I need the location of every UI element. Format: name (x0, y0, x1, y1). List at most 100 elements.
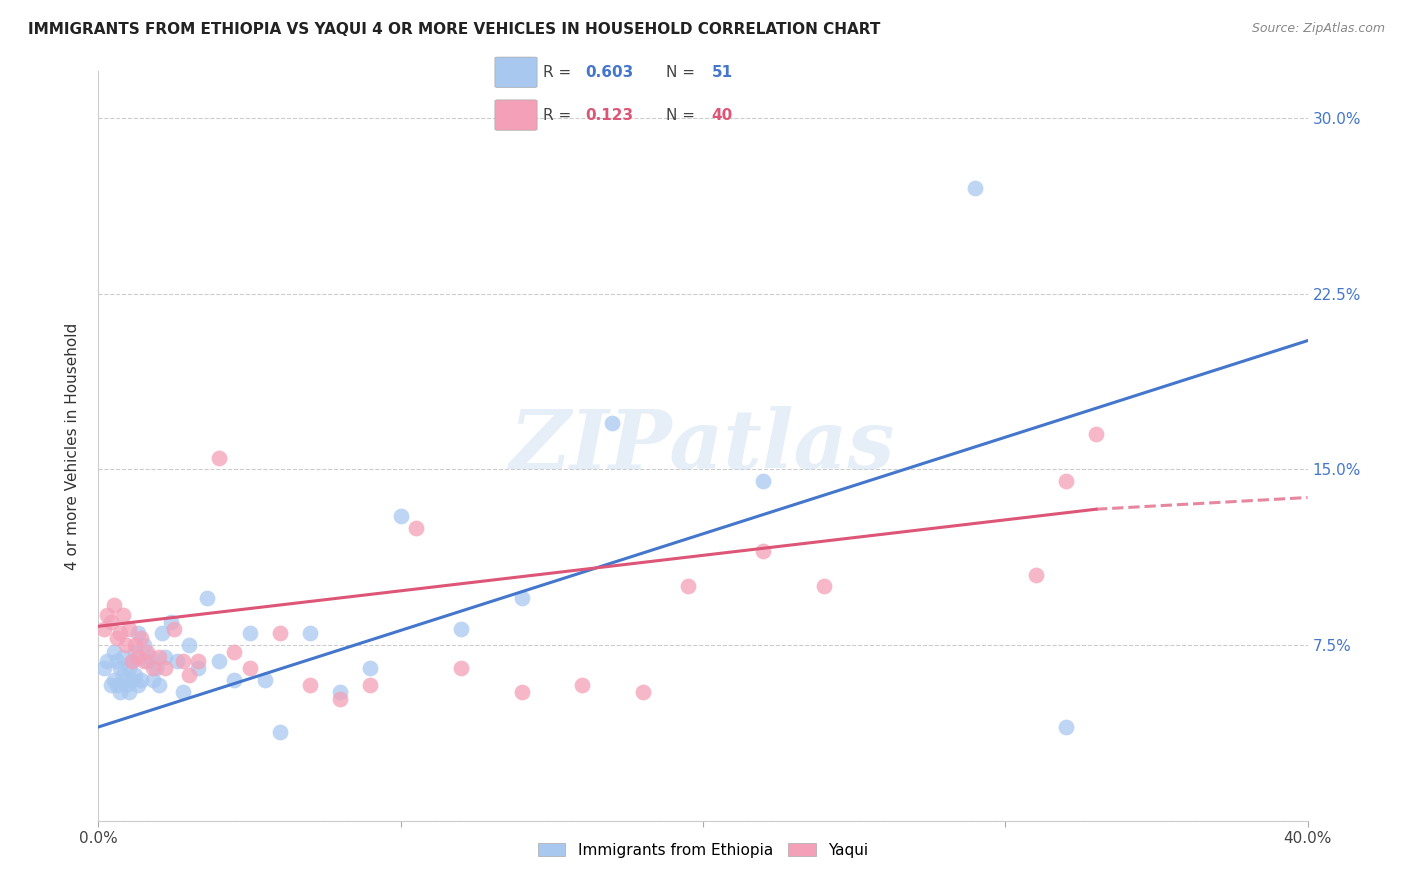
Point (121, 655, 143, 669)
Point (132, 638, 155, 652)
Point (179, 638, 201, 652)
Point (253, 673, 276, 688)
Point (108, 661, 131, 675)
Point (145, 661, 167, 675)
Point (676, 580, 699, 594)
Point (1054, 474, 1077, 488)
Point (1085, 427, 1108, 442)
Point (1054, 720, 1077, 734)
Point (602, 416, 624, 430)
Y-axis label: 4 or more Vehicles in Household: 4 or more Vehicles in Household (65, 322, 80, 570)
Point (103, 645, 125, 659)
Point (269, 724, 291, 739)
Point (127, 649, 149, 664)
Point (1024, 567, 1046, 582)
Point (111, 607, 134, 622)
Point (224, 645, 246, 659)
Point (631, 685, 654, 699)
Point (299, 626, 322, 640)
Point (111, 668, 134, 682)
Text: 40: 40 (711, 108, 733, 122)
Text: N =: N = (666, 65, 700, 79)
Point (105, 631, 128, 645)
Point (329, 692, 352, 706)
Point (510, 591, 533, 606)
Point (179, 668, 201, 682)
Point (124, 638, 146, 652)
Point (172, 655, 194, 669)
Point (571, 678, 593, 692)
Point (329, 685, 352, 699)
Point (142, 673, 165, 688)
Text: ZIPatlas: ZIPatlas (510, 406, 896, 486)
Text: 0.603: 0.603 (585, 65, 633, 79)
Point (160, 615, 183, 629)
Point (360, 661, 382, 675)
Point (96, 607, 118, 622)
Point (103, 673, 125, 688)
Text: IMMIGRANTS FROM ETHIOPIA VS YAQUI 4 OR MORE VEHICLES IN HOUSEHOLD CORRELATION CH: IMMIGRANTS FROM ETHIOPIA VS YAQUI 4 OR M… (28, 22, 880, 37)
Text: N =: N = (666, 108, 700, 122)
Point (166, 655, 188, 669)
Point (405, 521, 427, 535)
Text: 51: 51 (711, 65, 733, 79)
Point (127, 678, 149, 692)
Point (118, 685, 141, 699)
Point (172, 685, 194, 699)
Point (752, 474, 775, 488)
Point (108, 626, 131, 640)
Point (450, 622, 472, 636)
Point (148, 649, 170, 664)
Point (121, 655, 143, 669)
Point (153, 661, 176, 675)
Point (150, 626, 173, 640)
Point (100, 678, 122, 692)
Point (153, 649, 176, 664)
Point (124, 668, 146, 682)
Point (208, 450, 231, 465)
Point (299, 678, 322, 692)
Point (163, 622, 186, 636)
Legend: Immigrants from Ethiopia, Yaqui: Immigrants from Ethiopia, Yaqui (530, 835, 876, 865)
Point (224, 673, 246, 688)
Text: R =: R = (543, 108, 576, 122)
Point (121, 673, 143, 688)
Text: 0.123: 0.123 (585, 108, 633, 122)
Point (135, 645, 157, 659)
Point (129, 631, 152, 645)
Text: Source: ZipAtlas.com: Source: ZipAtlas.com (1251, 22, 1385, 36)
Point (105, 655, 128, 669)
Point (108, 685, 131, 699)
Point (96, 655, 118, 669)
Point (93, 622, 115, 636)
Point (389, 509, 412, 524)
Point (208, 655, 231, 669)
Point (142, 661, 165, 675)
Point (187, 661, 209, 675)
Point (239, 626, 262, 640)
Point (118, 622, 141, 636)
Point (103, 599, 125, 613)
Point (510, 685, 533, 699)
Point (114, 678, 136, 692)
Point (965, 181, 987, 195)
Point (360, 678, 382, 692)
Point (752, 544, 775, 558)
Point (93, 661, 115, 675)
Point (100, 615, 122, 629)
Point (132, 655, 155, 669)
Point (105, 678, 128, 692)
Text: R =: R = (543, 65, 576, 79)
Point (148, 678, 170, 692)
Point (269, 626, 291, 640)
Point (187, 655, 209, 669)
FancyBboxPatch shape (495, 100, 537, 130)
FancyBboxPatch shape (495, 57, 537, 87)
Point (118, 661, 141, 675)
Point (139, 649, 162, 664)
Point (124, 645, 146, 659)
Point (450, 661, 472, 675)
Point (129, 673, 152, 688)
Point (114, 638, 136, 652)
Point (111, 649, 134, 664)
